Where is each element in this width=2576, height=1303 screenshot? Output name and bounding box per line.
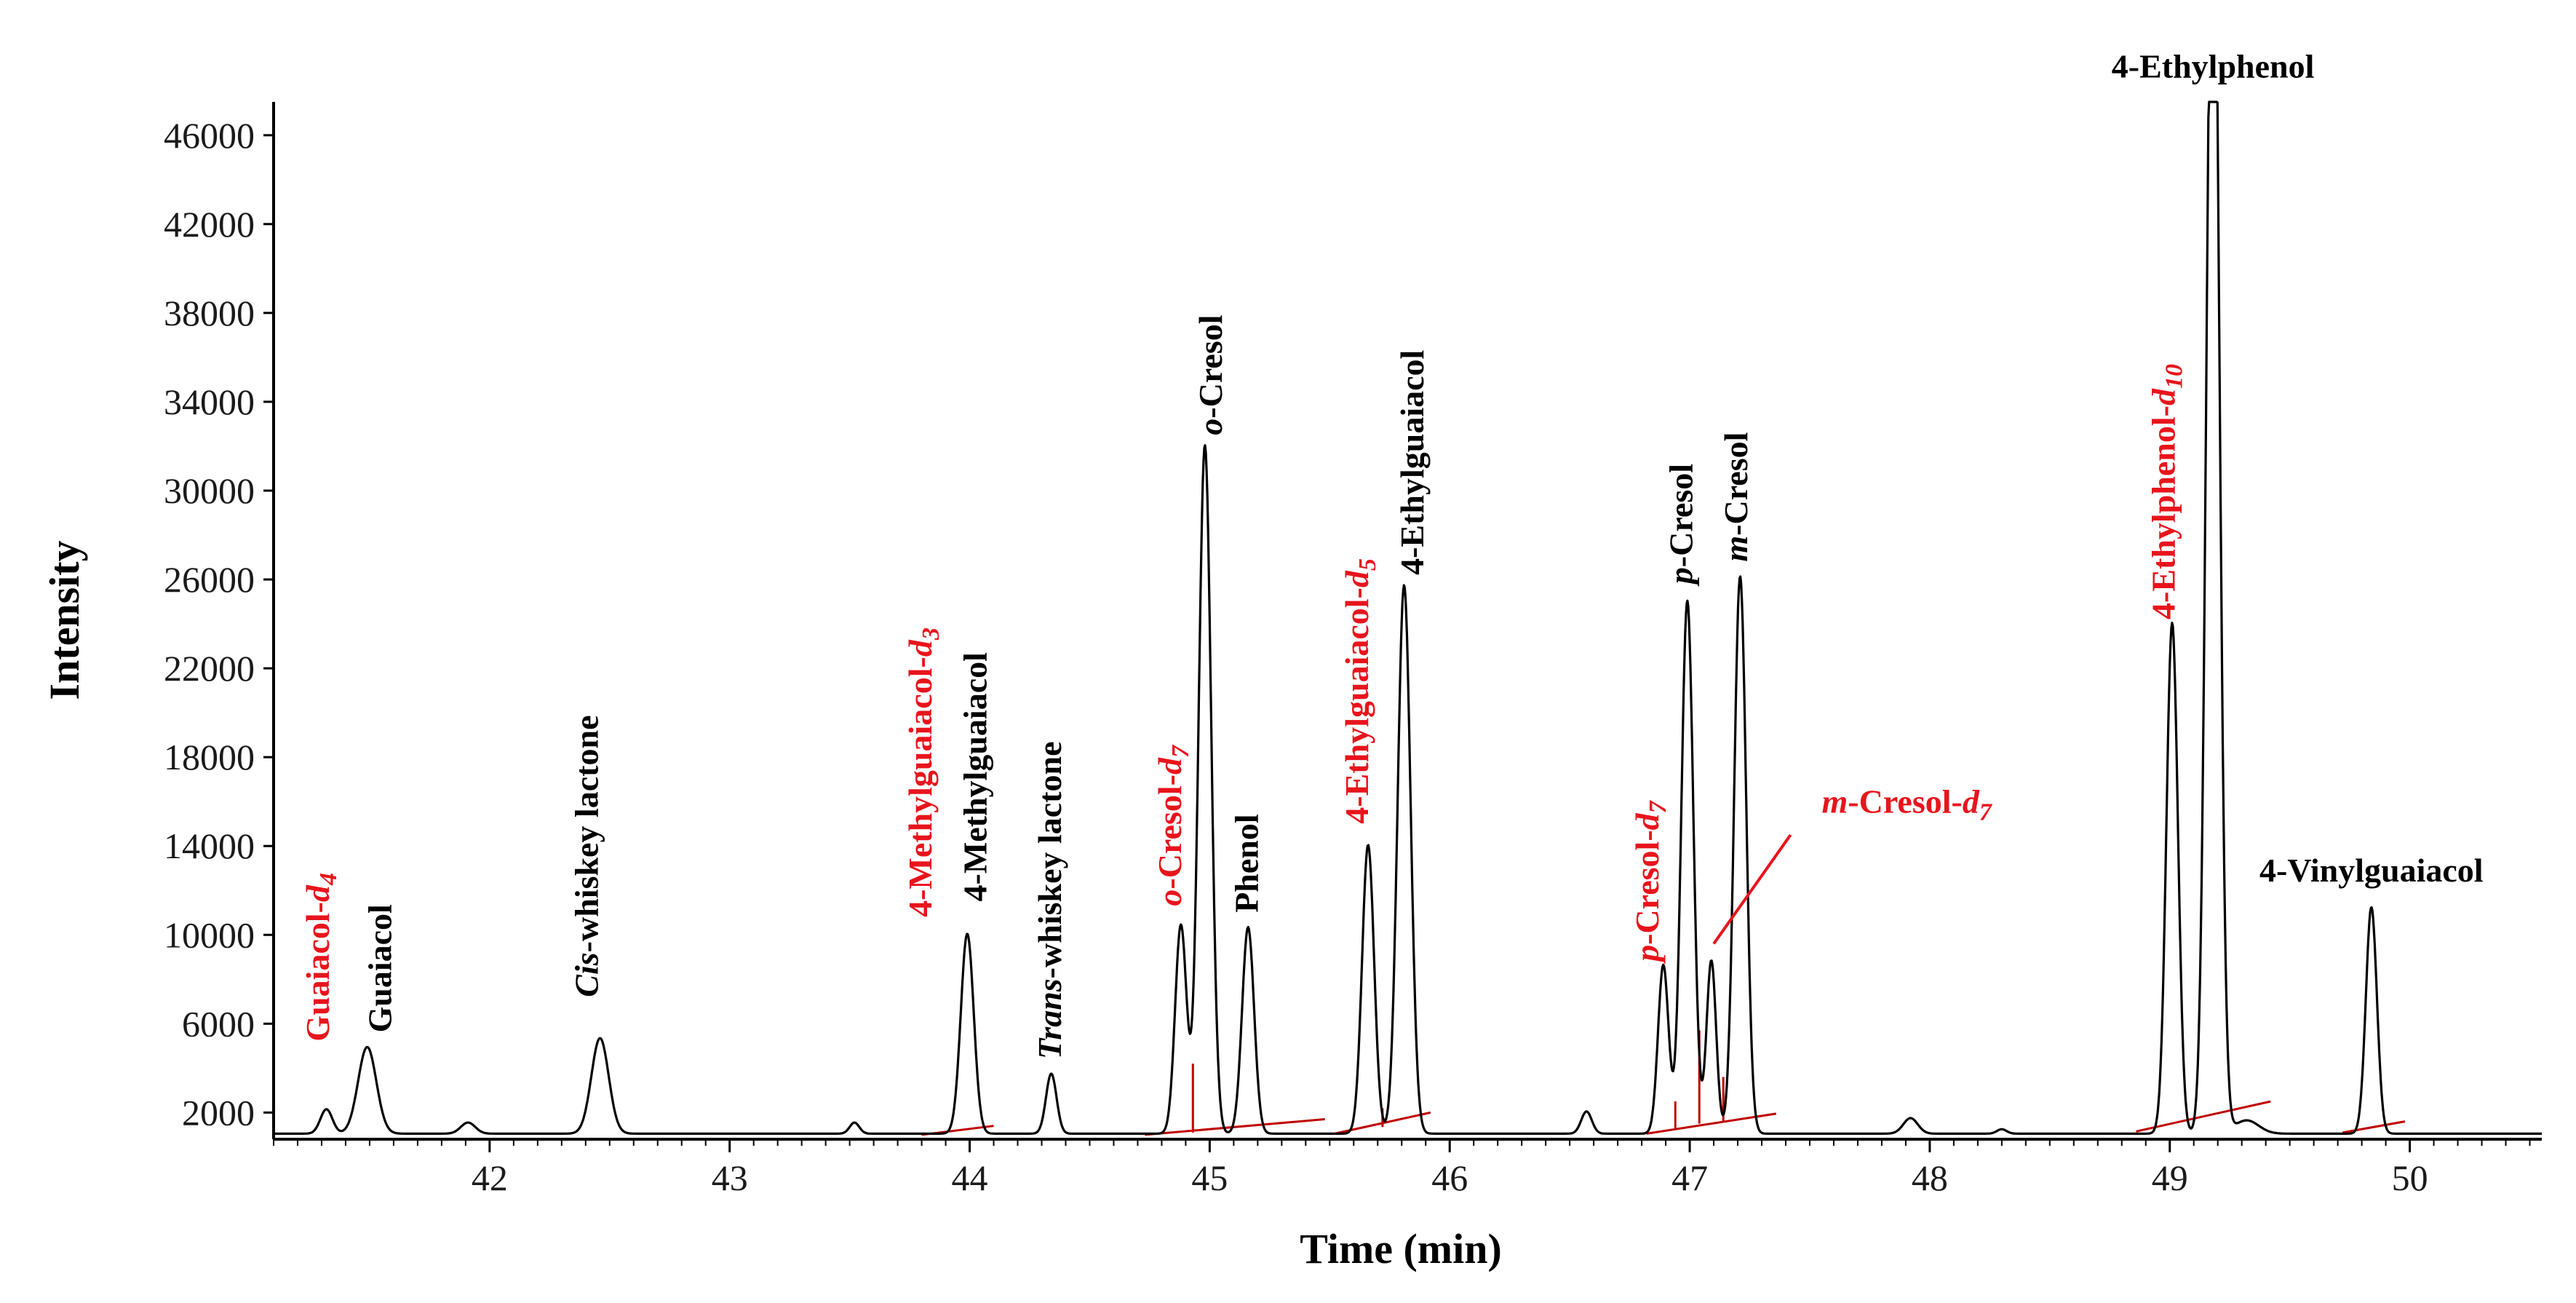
y-axis-title: Intensity: [41, 540, 88, 700]
axes-group: [272, 102, 2542, 1141]
x-axis-title: Time (min): [1300, 1225, 1502, 1272]
y-tick-label: 46000: [164, 115, 255, 156]
x-tick-label: 46: [1431, 1157, 1468, 1198]
peak-label-o-cresol-d7: o-Cresol-d7: [1151, 744, 1194, 906]
integration-baseline: [2136, 1100, 2271, 1133]
peak-label-m-cresol-d7: m-Cresol-d7: [1822, 783, 1993, 825]
integration-baseline: [1145, 1118, 1325, 1136]
x-tick-label: 45: [1191, 1157, 1228, 1198]
peak-label-4-ethylguaiacol: 4-Ethylguaiacol: [1394, 350, 1431, 575]
y-tick-label: 26000: [164, 559, 255, 600]
peak-label-m-cresol: m-Cresol: [1717, 432, 1754, 562]
y-tick-label: 30000: [164, 470, 255, 511]
peak-label-4-ethylphenol-d10: 4-Ethylphenol-d10: [2144, 364, 2187, 619]
x-tick-label: 49: [2152, 1157, 2188, 1198]
x-tick-label: 47: [1671, 1157, 1708, 1198]
chromatogram-trace: [273, 100, 2543, 1135]
y-tick-label: 38000: [164, 293, 255, 333]
peak-label-phenol: Phenol: [1228, 814, 1265, 912]
x-tick-label: 43: [712, 1157, 748, 1198]
x-tick-label: 48: [1912, 1157, 1948, 1198]
x-tick-label: 50: [2392, 1157, 2428, 1198]
peak-label-guaiacol-d4: Guaiacol-d4: [299, 873, 342, 1042]
annotation-pointer-line: [1712, 833, 1792, 945]
peak-label-4-ethylguaiacol-d5: 4-Ethylguaiacol-d5: [1338, 558, 1381, 824]
peak-annotations-group: Guaiacol-d4 Guaiacol Cis-whiskey lactone 4-…: [299, 47, 2484, 1059]
peak-label-4-methylguaiacol: 4-Methylguaiacol: [957, 652, 994, 901]
x-tick-label: 42: [472, 1157, 508, 1198]
peak-label-p-cresol-d7: p-Cresol-d7: [1629, 799, 1671, 965]
y-tick-label: 42000: [164, 204, 255, 245]
x-tick-label: 44: [952, 1157, 988, 1198]
y-tick-label: 14000: [164, 825, 255, 866]
integration-baseline: [1646, 1112, 1777, 1135]
peak-label-o-cresol: o-Cresol: [1192, 314, 1229, 435]
peak-label-4-ethylphenol: 4-Ethylphenol: [2112, 47, 2315, 84]
peak-label-4-vinylguaiacol: 4-Vinylguaiacol: [2259, 852, 2484, 889]
y-tick-label: 6000: [182, 1003, 255, 1044]
peak-label-trans-whiskey-lactone: Trans-whiskey lactone: [1031, 741, 1068, 1059]
peak-label-guaiacol: Guaiacol: [362, 904, 399, 1032]
peak-label-cis-whiskey-lactone: Cis-whiskey lactone: [568, 715, 605, 997]
x-ticks-group: 42 43 44 45 46 47 48 49 50: [273, 1139, 2531, 1198]
y-ticks-group: 2000 6000 10000 14000 18000 22000 26000 30000 34…: [164, 115, 274, 1133]
peak-label-p-cresol: p-Cresol: [1662, 464, 1699, 587]
integration-baseline: [2342, 1120, 2406, 1134]
y-tick-label: 10000: [164, 914, 255, 955]
y-tick-label: 2000: [182, 1092, 255, 1133]
y-tick-label: 34000: [164, 381, 255, 422]
y-tick-label: 22000: [164, 648, 255, 689]
peak-label-4-methylguaiacol-d3: 4-Methylguaiacol-d3: [902, 627, 945, 917]
y-tick-label: 18000: [164, 737, 255, 777]
